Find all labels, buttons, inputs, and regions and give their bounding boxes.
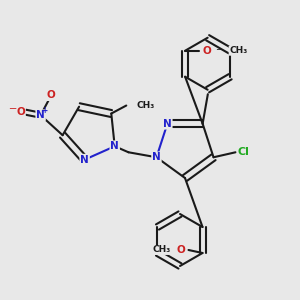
Text: CH₃: CH₃: [152, 245, 170, 254]
Text: N: N: [110, 141, 119, 151]
Text: N: N: [152, 152, 161, 162]
Text: O: O: [16, 107, 25, 117]
Text: N: N: [36, 110, 45, 120]
Text: ─: ─: [216, 46, 222, 55]
Text: CH₃: CH₃: [229, 46, 248, 55]
Text: O: O: [176, 245, 185, 255]
Text: ─: ─: [10, 104, 16, 114]
Text: +: +: [41, 106, 48, 115]
Text: Cl: Cl: [238, 147, 250, 157]
Text: N: N: [163, 119, 172, 129]
Text: CH₃: CH₃: [136, 101, 155, 110]
Text: O: O: [203, 46, 212, 56]
Text: O: O: [46, 90, 55, 100]
Text: N: N: [80, 155, 89, 165]
